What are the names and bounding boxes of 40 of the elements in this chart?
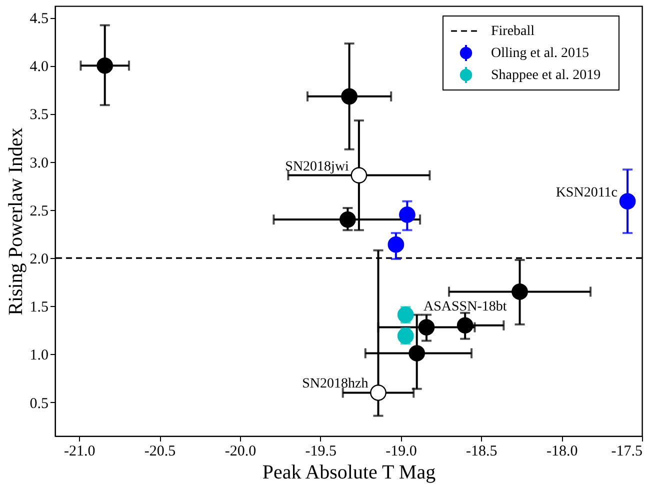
annotation: KSN2011c [556,185,618,200]
annotation: SN2018hzh [302,376,368,392]
x-tick-label: -19.5 [305,444,336,460]
point [341,88,358,105]
point [397,328,414,344]
y-tick-label: 3.5 [30,107,48,124]
x-tick-label: -19.0 [386,444,417,460]
y-tick-label: 2.5 [30,203,48,220]
y-tick-label: 4.0 [30,59,48,76]
legend-label: Shappee et al. 2019 [491,68,601,83]
y-tick-label: 1.5 [30,300,48,316]
y-tick-label: 3.0 [30,155,48,172]
point [456,317,474,334]
y-tick-label: 0.5 [30,396,48,412]
point [399,206,416,223]
legend-label: Fireball [491,24,535,39]
x-tick-label: -20.5 [144,444,176,460]
y-tick-label: 2.0 [30,252,48,268]
y-tick-label: 4.5 [30,11,48,28]
point [397,306,414,323]
y-axis-title: Rising Powerlaw Index [4,128,27,316]
point [370,384,386,401]
x-tick-label: -20.0 [224,444,256,460]
legend-label: Olling et al. 2015 [491,46,589,61]
point [340,211,356,228]
annotation: SN2018jwi [285,159,350,174]
x-tick-label: -17.5 [611,444,642,460]
point [408,345,426,362]
y-tick-label: 1.0 [30,348,48,364]
x-axis-title: Peak Absolute T Mag [262,462,436,484]
point [96,57,114,74]
annotation: ASASSN-18bt [424,299,507,314]
x-tick-label: -21.0 [64,444,96,460]
point [418,319,435,336]
point [619,193,636,210]
x-tick-label: -18.5 [466,444,498,460]
point [512,284,528,300]
point [388,236,404,253]
x-tick-label: -18.0 [546,444,578,460]
point [350,167,368,184]
